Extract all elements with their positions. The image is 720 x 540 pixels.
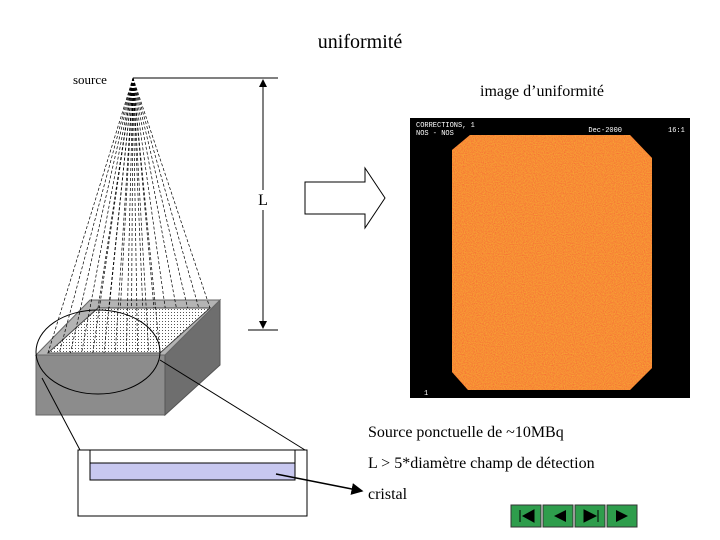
- ray: [114, 77, 134, 354]
- uniformity-image: CORRECTIONS, 1 NOS - NOS Dec-2000 16:1 1: [410, 118, 690, 398]
- note: L > 5*diamètre champ de détection: [368, 455, 595, 472]
- ray: [47, 77, 134, 354]
- nav-first[interactable]: [510, 504, 542, 528]
- overlay-text: CORRECTIONS, 1: [416, 122, 475, 130]
- title: uniformité: [318, 31, 403, 53]
- zoom: [35, 309, 364, 517]
- nav-prev[interactable]: [542, 504, 574, 528]
- ray: [120, 77, 134, 309]
- ray: [58, 77, 134, 354]
- ray: [132, 77, 138, 354]
- ray: [132, 77, 155, 309]
- note: Source ponctuelle de ~10MBq: [368, 424, 564, 441]
- ray: [132, 77, 166, 309]
- block-arrow: [304, 166, 386, 230]
- distance-label: L: [258, 192, 268, 209]
- overlay-text: Dec-2000: [588, 127, 622, 135]
- ray: [132, 77, 150, 354]
- ray: [97, 77, 134, 309]
- nav-next[interactable]: [574, 504, 606, 528]
- ray: [132, 77, 177, 309]
- note: cristal: [368, 486, 408, 503]
- overlay-text: 1: [424, 390, 428, 398]
- overlay-text: NOS - NOS: [416, 130, 454, 138]
- ray: [132, 77, 211, 309]
- label-bg: [255, 190, 271, 210]
- source-label: source: [73, 72, 107, 87]
- nav-last[interactable]: [606, 504, 638, 528]
- ray: [132, 77, 200, 309]
- ray: [81, 77, 134, 354]
- detector: [34, 298, 222, 417]
- ray: [132, 77, 188, 309]
- image-title: image d’uniformité: [480, 83, 604, 100]
- ray: [108, 77, 134, 309]
- overlay-text: 16:1: [668, 127, 685, 135]
- ray: [126, 77, 134, 354]
- beam-cone: [47, 77, 211, 354]
- ray: [132, 77, 144, 309]
- ray: [70, 77, 134, 354]
- ray: [131, 77, 134, 309]
